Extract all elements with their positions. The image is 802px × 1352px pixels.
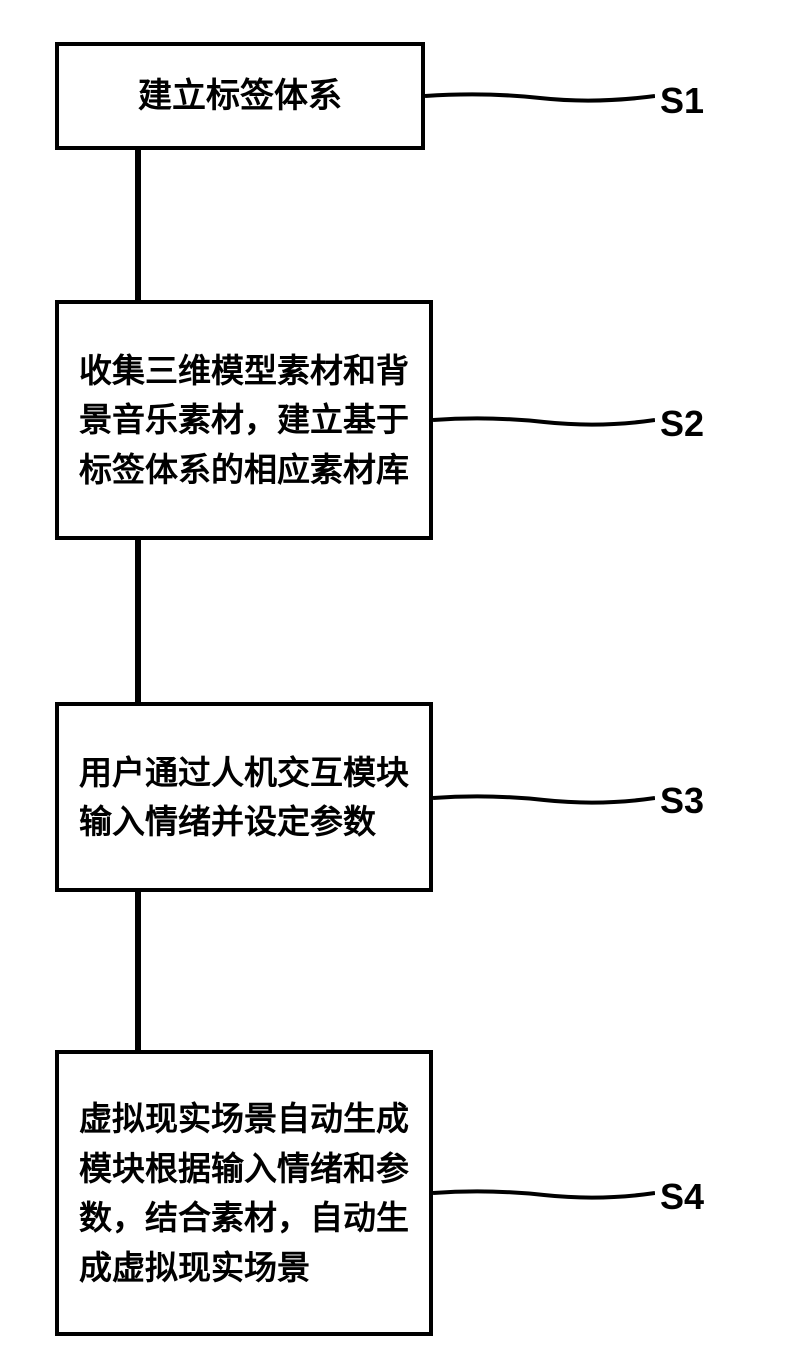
flowchart-node-s1: 建立标签体系: [55, 42, 425, 150]
flowchart-node-s3: 用户通过人机交互模块输入情绪并设定参数: [55, 702, 433, 892]
flowchart-container: 建立标签体系 收集三维模型素材和背景音乐素材，建立基于标签体系的相应素材库 用户…: [0, 0, 802, 1352]
label-text: S2: [660, 403, 704, 444]
lead-line-s4: [433, 1175, 655, 1211]
node-text: 建立标签体系: [138, 71, 342, 122]
connector-s2-s3: [135, 540, 141, 702]
lead-line-s1: [425, 78, 655, 114]
step-label-s3: S3: [660, 780, 704, 822]
node-text: 收集三维模型素材和背景音乐素材，建立基于标签体系的相应素材库: [79, 346, 409, 495]
step-label-s2: S2: [660, 403, 704, 445]
label-text: S4: [660, 1176, 704, 1217]
lead-line-s3: [433, 780, 655, 816]
node-text: 用户通过人机交互模块输入情绪并设定参数: [79, 748, 409, 847]
connector-s3-s4: [135, 892, 141, 1050]
connector-s1-s2: [135, 150, 141, 300]
step-label-s1: S1: [660, 80, 704, 122]
flowchart-node-s2: 收集三维模型素材和背景音乐素材，建立基于标签体系的相应素材库: [55, 300, 433, 540]
flowchart-node-s4: 虚拟现实场景自动生成模块根据输入情绪和参数，结合素材，自动生成虚拟现实场景: [55, 1050, 433, 1336]
lead-line-s2: [433, 402, 655, 438]
step-label-s4: S4: [660, 1176, 704, 1218]
label-text: S3: [660, 780, 704, 821]
label-text: S1: [660, 80, 704, 121]
node-text: 虚拟现实场景自动生成模块根据输入情绪和参数，结合素材，自动生成虚拟现实场景: [79, 1094, 409, 1292]
